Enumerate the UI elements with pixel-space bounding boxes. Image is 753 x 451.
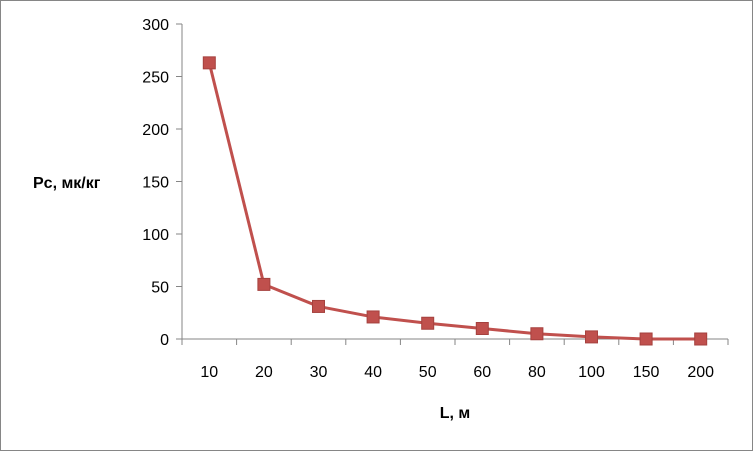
data-point-marker	[585, 330, 598, 344]
x-tick-label: 30	[310, 364, 328, 381]
x-tick-label: 10	[200, 364, 218, 381]
y-axis-ticks: 0 50 100 150 200 250 300	[142, 17, 182, 349]
x-tick-label: 60	[473, 364, 491, 381]
series-group	[202, 56, 708, 346]
x-tick-label: 100	[578, 364, 605, 381]
data-point-marker	[530, 327, 544, 341]
data-point-marker	[475, 322, 489, 335]
data-point-marker	[694, 332, 708, 346]
data-point-marker	[639, 332, 653, 346]
x-tick-label: 80	[528, 364, 546, 381]
y-tick-label: 250	[142, 70, 169, 87]
x-tick-label: 150	[633, 364, 660, 381]
y-tick-label: 100	[142, 227, 169, 244]
data-point-marker	[366, 310, 380, 324]
x-tick-label: 50	[419, 364, 437, 381]
y-tick-label: 200	[142, 122, 169, 139]
y-tick-label: 0	[160, 332, 169, 349]
x-tick-label: 40	[364, 364, 382, 381]
data-point-marker	[421, 316, 435, 330]
x-axis-ticks: 10 20 30 40 50 60 80 100 150 200	[181, 339, 729, 381]
data-point-marker	[312, 299, 325, 313]
axes	[181, 24, 728, 340]
y-axis-title: Pc, мк/кг	[33, 175, 101, 192]
series-line	[207, 62, 701, 341]
y-tick-label: 50	[151, 280, 169, 297]
y-tick-label: 150	[142, 175, 169, 192]
x-axis-title: L, м	[440, 405, 471, 422]
x-tick-label: 20	[255, 364, 273, 381]
data-point-marker	[202, 56, 216, 70]
x-tick-label: 200	[687, 364, 714, 381]
y-tick-label: 300	[142, 17, 169, 34]
data-point-marker	[257, 277, 271, 291]
